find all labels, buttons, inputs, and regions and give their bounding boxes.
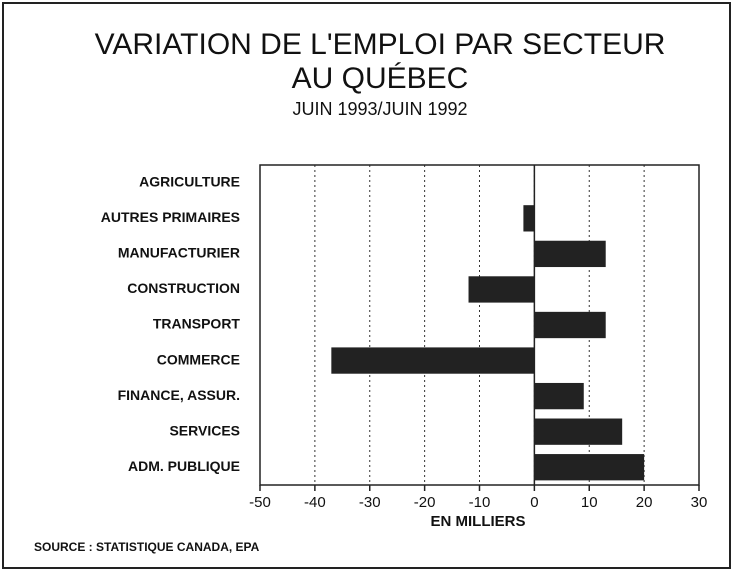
x-tick-label: -50	[249, 494, 271, 511]
x-tick-label: 20	[636, 494, 653, 511]
y-tick-label: CONSTRUCTION	[127, 280, 240, 296]
chart-title: AU QUÉBEC	[292, 62, 469, 95]
y-tick-label: SERVICES	[169, 422, 240, 438]
bar	[331, 347, 535, 374]
x-tick-label: -10	[469, 494, 491, 511]
bar	[468, 276, 535, 303]
source: SOURCE : STATISTIQUE CANADA, EPA	[34, 540, 260, 554]
bar	[534, 382, 584, 410]
y-tick-label: ADM. PUBLIQUE	[128, 458, 240, 474]
bar	[534, 311, 606, 339]
bar	[534, 454, 645, 481]
x-axis-label: EN MILLIERS	[430, 513, 525, 530]
x-tick-label: -20	[414, 494, 436, 511]
y-tick-label: MANUFACTURIER	[118, 245, 240, 261]
y-tick-label: FINANCE, ASSUR.	[118, 387, 240, 403]
y-tick-label: AUTRES PRIMAIRES	[101, 209, 240, 225]
x-tick-label: -30	[359, 494, 381, 511]
chart-subtitle: JUIN 1993/JUIN 1992	[292, 99, 467, 119]
y-tick-label: AGRICULTURE	[139, 173, 240, 189]
y-tick-label: COMMERCE	[157, 351, 240, 367]
plot-border	[259, 164, 700, 486]
x-tick-label: 30	[691, 494, 708, 511]
y-tick-label: TRANSPORT	[153, 316, 241, 332]
bar	[534, 418, 623, 445]
x-tick-label: 10	[581, 494, 598, 511]
x-tick-label: 0	[530, 494, 538, 511]
chart-title: VARIATION DE L'EMPLOI PAR SECTEUR	[95, 28, 666, 61]
x-tick-label: -40	[304, 494, 326, 511]
bar	[523, 205, 535, 232]
bar	[534, 240, 606, 268]
